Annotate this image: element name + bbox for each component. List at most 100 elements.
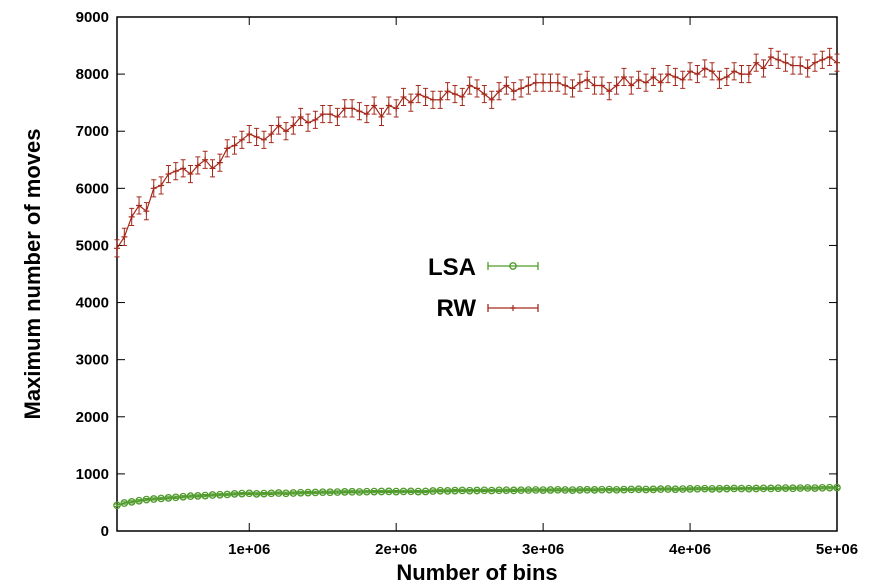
error-bar-lsa [672, 487, 678, 491]
data-point-lsa [289, 489, 298, 497]
data-point-rw [400, 93, 407, 100]
error-bar-lsa [628, 487, 634, 492]
y-tick-label: 6000 [76, 180, 109, 197]
data-point-lsa [458, 486, 467, 495]
data-point-lsa [201, 491, 210, 500]
data-point-rw [598, 82, 605, 89]
data-point-rw [811, 59, 818, 66]
data-point-rw [753, 59, 760, 66]
data-point-rw [209, 165, 216, 172]
error-bar-lsa [797, 486, 803, 490]
data-point-rw [496, 88, 503, 95]
data-point-rw [158, 182, 165, 189]
error-bar-lsa [430, 489, 436, 493]
data-point-lsa [392, 487, 401, 496]
data-point-rw [327, 111, 334, 118]
data-point-lsa [186, 492, 195, 501]
data-point-rw [503, 82, 510, 89]
error-bar-lsa [518, 488, 524, 492]
error-bar-lsa [129, 500, 135, 504]
data-point-lsa [502, 486, 511, 495]
data-point-lsa [708, 485, 716, 493]
data-point-rw [172, 168, 179, 175]
data-point-rw [731, 68, 738, 75]
data-point-lsa [414, 487, 423, 496]
data-point-lsa [715, 484, 724, 493]
data-point-lsa [443, 487, 452, 495]
data-point-lsa [296, 488, 305, 497]
data-point-lsa [722, 484, 731, 493]
plot-frame [116, 16, 838, 532]
error-bar-lsa [812, 486, 818, 490]
x-tick-label: 1e+06 [228, 541, 270, 558]
error-bar-lsa [694, 487, 700, 491]
error-bar-lsa [114, 503, 120, 507]
legend-marker-rw [510, 305, 516, 311]
error-bar-lsa [143, 497, 149, 502]
error-bar-lsa [761, 486, 767, 490]
data-point-lsa [774, 484, 783, 493]
data-point-lsa [113, 501, 121, 510]
data-point-rw [305, 119, 312, 126]
x-tick-label: 2e+06 [375, 541, 417, 558]
error-bar-lsa [709, 487, 715, 491]
data-point-rw [687, 68, 694, 75]
error-bar-lsa [268, 491, 274, 495]
error-bar-lsa [224, 492, 230, 497]
data-point-lsa [311, 488, 320, 497]
data-point-rw [540, 79, 547, 86]
data-point-lsa [744, 484, 753, 493]
data-point-lsa [789, 484, 797, 493]
data-point-rw [635, 76, 642, 83]
error-bar-lsa [724, 486, 730, 491]
data-point-rw [216, 159, 223, 166]
data-point-rw [371, 102, 378, 109]
data-point-rw [466, 82, 473, 89]
error-bar-lsa [775, 486, 781, 490]
data-point-lsa [642, 485, 650, 494]
data-point-rw [202, 156, 209, 163]
error-bar-lsa [334, 490, 340, 494]
error-bar-lsa [525, 488, 531, 492]
data-point-rw [672, 73, 679, 80]
y-axis-title: Maximum number of moves [20, 129, 45, 420]
data-point-lsa [171, 493, 180, 502]
axis-ticks: 0 1000 2000 3000 4000 5000 6000 7000 8000 9000 1e+… [76, 9, 858, 558]
data-point-rw [260, 136, 267, 143]
data-point-lsa [348, 487, 356, 496]
error-bar-lsa [202, 493, 208, 498]
error-bar-lsa [562, 488, 568, 492]
data-point-lsa [612, 485, 621, 494]
error-bar-lsa [481, 488, 487, 492]
data-point-lsa [634, 485, 643, 494]
data-point-rw [665, 71, 672, 78]
error-bar-lsa [276, 491, 282, 495]
error-bar-lsa [290, 491, 296, 495]
data-point-rw [591, 82, 598, 89]
data-point-rw [518, 85, 525, 92]
legend-sample-rw [487, 304, 539, 312]
data-point-rw [275, 122, 282, 129]
data-point-lsa [260, 489, 268, 498]
data-point-rw [415, 91, 422, 98]
data-point-lsa [833, 483, 841, 492]
error-bar-lsa [165, 496, 171, 500]
error-bar-lsa [246, 491, 252, 495]
data-point-rw [290, 122, 297, 129]
data-point-rw [238, 136, 245, 143]
error-bar-lsa [643, 487, 649, 492]
error-bar-lsa [555, 488, 561, 492]
data-point-lsa [465, 486, 474, 495]
error-bar-lsa [540, 488, 546, 492]
error-bar-lsa [467, 489, 473, 493]
data-point-lsa [245, 489, 254, 498]
x-axis-title: Number of bins [396, 560, 557, 585]
error-bar-lsa [731, 486, 737, 491]
y-tick-label: 2000 [76, 409, 109, 426]
data-point-lsa [590, 486, 599, 494]
series-lsa [113, 483, 841, 510]
data-point-lsa [671, 485, 680, 494]
error-bar-lsa [511, 488, 517, 493]
data-point-lsa [576, 486, 584, 494]
x-tick-label: 4e+06 [669, 541, 711, 558]
